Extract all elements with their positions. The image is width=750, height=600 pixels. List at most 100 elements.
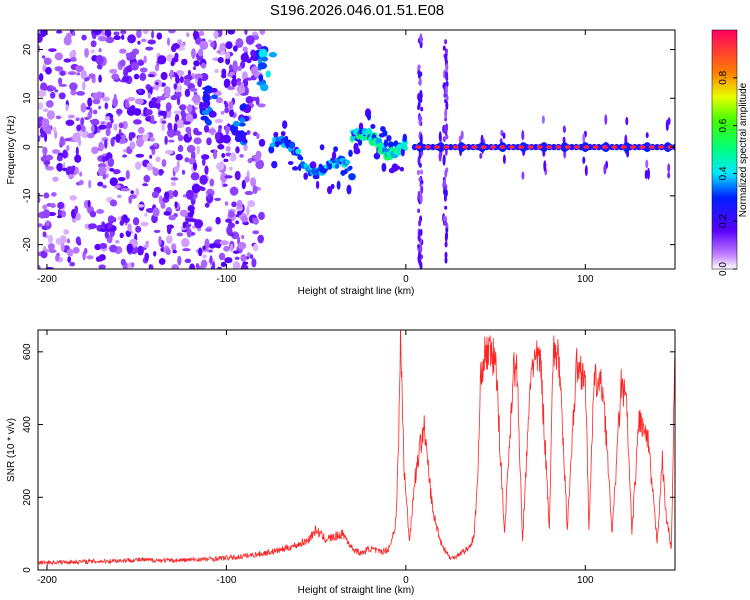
spectrogram-streak-mark <box>445 227 449 233</box>
spectrogram-noise-mark <box>128 195 133 204</box>
spectrogram-noise-mark <box>204 238 210 249</box>
spectrogram-noise-mark <box>42 108 49 113</box>
spectrogram-line-mark <box>415 145 422 149</box>
spectrogram-line-mark <box>424 145 431 149</box>
spectrogram-noise-mark <box>41 55 46 59</box>
spectrogram-noise-mark <box>214 132 221 141</box>
spectrogram-streak-mark <box>419 261 423 269</box>
spectrogram-noise-mark <box>147 92 152 99</box>
spectrogram-noise-mark <box>84 47 89 58</box>
spectrogram-noise-mark <box>98 74 102 83</box>
spectrogram-noise-mark <box>105 173 109 178</box>
spectrogram-noise-mark <box>87 199 91 208</box>
spectrogram-streak-mark <box>420 106 424 112</box>
spectrogram-noise-mark <box>145 208 151 212</box>
spectrogram-noise-mark <box>212 149 218 160</box>
spectrogram-line-edge <box>654 143 661 151</box>
spectrogram-noise-mark <box>202 254 208 259</box>
spectrogram-noise-mark <box>120 258 126 266</box>
spectrogram-line-mark <box>527 145 534 149</box>
spectrogram-noise-mark <box>171 243 177 251</box>
spectrogram-noise-mark <box>67 71 77 76</box>
spectrogram-noise-mark <box>201 158 206 166</box>
spectrogram-noise-mark <box>119 220 125 226</box>
spectrogram-noise-mark <box>89 210 97 218</box>
spectrogram-noise-mark <box>193 60 200 67</box>
spectrogram-noise-mark <box>38 265 41 269</box>
spectrogram-noise-mark <box>101 121 105 125</box>
spectrogram-noise-mark <box>127 34 136 44</box>
spectrogram-sidelobe-mark <box>562 125 566 133</box>
spectrogram-sidelobe-mark <box>521 129 525 141</box>
spectrogram-noise-mark <box>113 93 117 103</box>
spectrogram-noise-mark <box>115 240 120 244</box>
spectrogram-blob-mark <box>239 117 246 124</box>
spectrogram-track-halo <box>282 120 288 129</box>
snr-ytick-label: 600 <box>22 343 33 360</box>
spectrogram-noise-mark <box>252 243 259 252</box>
spectrogram-noise-mark <box>151 97 158 103</box>
spectrogram-noise-mark <box>177 255 182 266</box>
spectrogram-noise-mark <box>203 124 210 133</box>
spectrogram-streak-mark <box>419 33 423 44</box>
spectrogram-noise-mark <box>185 189 194 200</box>
spectrogram-noise-mark <box>166 37 171 46</box>
colorbar-tick-label: 0.8 <box>718 70 729 84</box>
spectrogram-noise-mark <box>235 146 240 154</box>
spectrogram-noise-mark <box>193 137 202 145</box>
spectrogram-noise-mark <box>50 203 56 208</box>
spectrogram-noise-mark <box>131 262 135 268</box>
spectrogram-noise-mark <box>206 137 212 146</box>
spectrogram-noise-mark <box>74 65 84 73</box>
spectrogram-noise-mark <box>92 98 101 105</box>
spectrogram-noise-mark <box>228 64 233 71</box>
spectrogram-noise-mark <box>219 42 227 52</box>
spectrogram-noise-mark <box>243 143 248 152</box>
spectrogram-noise-mark <box>90 49 95 54</box>
spectrogram-track-halo <box>383 139 389 148</box>
spectrogram-noise-mark <box>155 156 161 162</box>
spectrogram-noise-mark <box>115 108 123 115</box>
spectrogram-noise-mark <box>158 257 166 265</box>
spectrogram-noise-mark <box>170 44 177 53</box>
spectrogram-noise-mark <box>208 39 213 43</box>
spectrogram-noise-mark <box>115 133 121 143</box>
spectrogram-noise-mark <box>217 144 225 150</box>
spectrogram-noise-mark <box>236 40 244 46</box>
spectrogram-marks <box>38 30 675 269</box>
spectrogram-noise-mark <box>225 57 231 65</box>
spectrogram-noise-mark <box>170 177 179 181</box>
spectrogram-noise-mark <box>90 40 97 48</box>
spectrogram-noise-mark <box>224 101 229 109</box>
spectrogram-noise-mark <box>55 115 62 120</box>
spectrogram-ytick-label: 0 <box>22 144 33 150</box>
spectrogram-noise-mark <box>195 36 202 45</box>
spectrogram-noise-mark <box>182 248 191 252</box>
spectrogram-noise-mark <box>236 81 242 86</box>
spectrogram-sidelobe-mark <box>584 165 588 177</box>
spectrogram-sidelobe-mark <box>644 169 648 180</box>
spectrogram-noise-mark <box>180 43 186 47</box>
spectrogram-noise-mark <box>133 73 140 80</box>
spectrogram-noise-mark <box>255 96 260 106</box>
spectrogram-noise-mark <box>138 89 142 93</box>
spectrogram-noise-mark <box>257 234 265 244</box>
spectrogram-noise-mark <box>166 225 172 235</box>
spectrogram-noise-mark <box>182 221 187 229</box>
spectrogram-noise-mark <box>122 120 128 130</box>
spectrogram-line-edge <box>420 143 427 151</box>
spectrogram-noise-mark <box>204 202 210 208</box>
spectrogram-noise-mark <box>109 244 118 253</box>
colorbar-axes: 0.0 0.2 0.4 0.6 0.8 <box>718 70 737 276</box>
spectrogram-line-edge <box>411 143 418 151</box>
spectrogram-track-mark <box>365 128 373 135</box>
spectrogram-noise-mark <box>56 162 64 172</box>
spectrogram-noise-mark <box>234 92 241 97</box>
spectrogram-noise-mark <box>78 179 84 186</box>
spectrogram-noise-mark <box>133 119 142 125</box>
spectrogram-noise-mark <box>196 145 201 155</box>
spectrogram-noise-mark <box>208 243 216 249</box>
spectrogram-noise-mark <box>105 127 111 137</box>
spectrogram-noise-mark <box>45 100 54 108</box>
